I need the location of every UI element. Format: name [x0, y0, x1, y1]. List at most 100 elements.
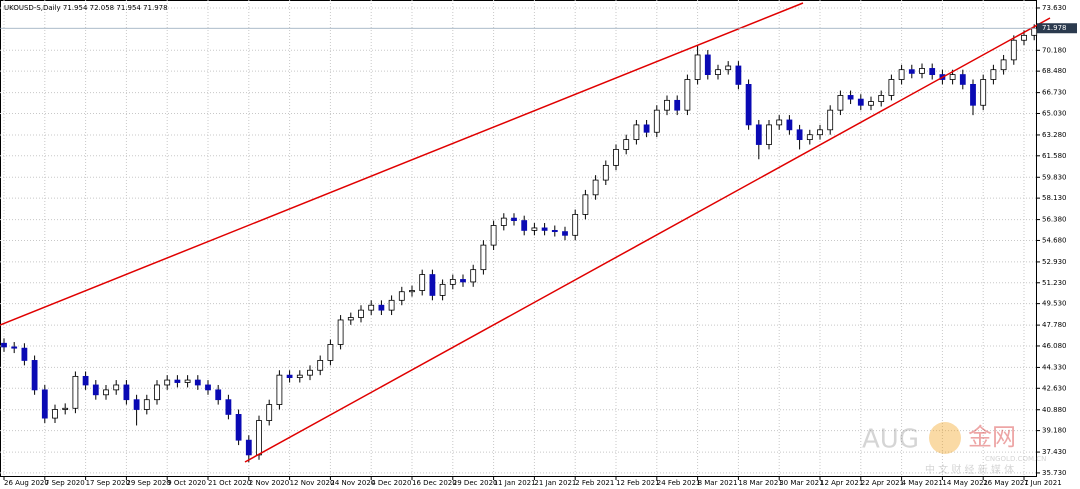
y-tick-label: 49.530 [1042, 300, 1067, 308]
candle-body [817, 129, 823, 136]
candle-body [664, 99, 670, 111]
candle-body [123, 384, 130, 401]
y-tick-label: 65.030 [1042, 109, 1067, 117]
y-tick-label: 73.630 [1042, 4, 1067, 12]
candle-body [694, 54, 701, 80]
watermark-brand: AUG [862, 425, 919, 455]
candle-body [959, 74, 966, 85]
candle-body [133, 399, 140, 410]
candle-body [725, 65, 732, 71]
candle-body [837, 95, 844, 111]
candle-body [908, 69, 915, 74]
x-tick-label: 21 Oct 2020 [208, 479, 251, 487]
candle-body [827, 109, 834, 131]
y-tick-label: 68.480 [1042, 67, 1067, 75]
x-tick-label: 14 May 2021 [942, 479, 988, 487]
candle-body [1031, 27, 1038, 36]
candle-body [868, 101, 874, 106]
last-price-label: 71.978 [1042, 24, 1067, 32]
x-tick-label: 24 Nov 2020 [330, 479, 375, 487]
candle-body [766, 124, 772, 145]
candle-body [286, 374, 293, 379]
candle-body [592, 179, 599, 196]
candle-body [296, 374, 303, 379]
chart-title: UKOUSD-S,Daily 71.954 72.058 71.954 71.9… [4, 4, 168, 12]
candle-body [1, 342, 7, 348]
candle-body [715, 69, 721, 75]
candle-body [511, 217, 517, 221]
y-tick-label: 52.930 [1042, 258, 1067, 266]
candle-body [847, 95, 854, 100]
candle-body [358, 309, 364, 318]
x-tick-label: 11 Jan 2021 [494, 479, 536, 487]
candle-body [806, 134, 813, 141]
candle-body [143, 399, 150, 410]
x-tick-label: 2 Feb 2021 [575, 479, 614, 487]
y-tick-label: 51.230 [1042, 279, 1067, 287]
candle-body [980, 79, 987, 106]
candle-body [684, 79, 691, 111]
candle-body [337, 319, 344, 345]
candle-body [409, 290, 415, 293]
candle-body [113, 384, 120, 391]
last-price-box [1037, 23, 1077, 34]
candle-body [205, 384, 211, 391]
y-tick-label: 40.880 [1042, 406, 1067, 414]
candle-body [776, 119, 783, 126]
candle-body [327, 344, 334, 361]
candle-body [52, 409, 58, 419]
candle-body [633, 124, 640, 141]
x-tick-label: 22 Apr 2021 [861, 479, 904, 487]
x-tick-label: 21 Jan 2021 [534, 479, 576, 487]
y-tick-label: 44.330 [1042, 363, 1067, 371]
candle-body [1021, 34, 1027, 41]
candle-body [439, 283, 446, 296]
candle-body [215, 389, 222, 401]
x-tick-label: 29 Sep 2020 [126, 479, 170, 487]
candle-body [929, 68, 936, 75]
watermark-logo-icon [929, 422, 961, 454]
candle-body [419, 274, 426, 291]
x-tick-label: 17 Sep 2020 [86, 479, 130, 487]
x-tick-label: 12 Nov 2020 [290, 479, 335, 487]
candle-body [878, 95, 885, 102]
candle-body [898, 69, 905, 80]
x-tick-label: 4 Dec 2020 [371, 479, 411, 487]
x-tick-label: 29 Dec 2020 [453, 479, 498, 487]
candle-body [674, 99, 681, 111]
candle-body [888, 79, 895, 96]
x-tick-label: 12 Apr 2021 [820, 479, 863, 487]
x-tick-label: 12 Feb 2021 [616, 479, 660, 487]
plot-frame [0, 0, 1037, 477]
candle-body [256, 420, 262, 456]
candle-body [480, 244, 487, 271]
x-tick-label: 2 Nov 2020 [249, 479, 289, 487]
y-tick-label: 37.430 [1042, 448, 1067, 456]
candle-body [378, 304, 385, 311]
candle-body [276, 374, 283, 406]
y-tick-label: 46.080 [1042, 342, 1067, 350]
candle-body [1010, 39, 1017, 61]
candle-body [41, 389, 48, 419]
candle-body [602, 164, 609, 181]
candle-body [164, 379, 171, 386]
grid [0, 0, 1036, 476]
trend-line-upper [0, 2, 804, 326]
x-tick-label: 16 Dec 2020 [412, 479, 457, 487]
candle-body [541, 227, 548, 231]
candle-body [62, 407, 69, 410]
x-tick-label: 30 Mar 2021 [779, 479, 823, 487]
x-tick-label: 7 Sep 2020 [45, 479, 85, 487]
candle-body [398, 291, 405, 301]
y-tick-label: 63.280 [1042, 131, 1067, 139]
candle-body [429, 274, 436, 296]
watermark-logo: 金网 [968, 423, 1016, 451]
candle-body [500, 217, 507, 226]
x-tick-label: 24 Feb 2021 [657, 479, 701, 487]
watermark-slogan: 中 文 财 经 新 媒 体 [925, 463, 1014, 476]
candle-body [235, 414, 242, 441]
y-tick-label: 54.680 [1042, 236, 1067, 244]
x-tick-label: 26 May 2021 [983, 479, 1029, 487]
candle-body [194, 379, 201, 386]
